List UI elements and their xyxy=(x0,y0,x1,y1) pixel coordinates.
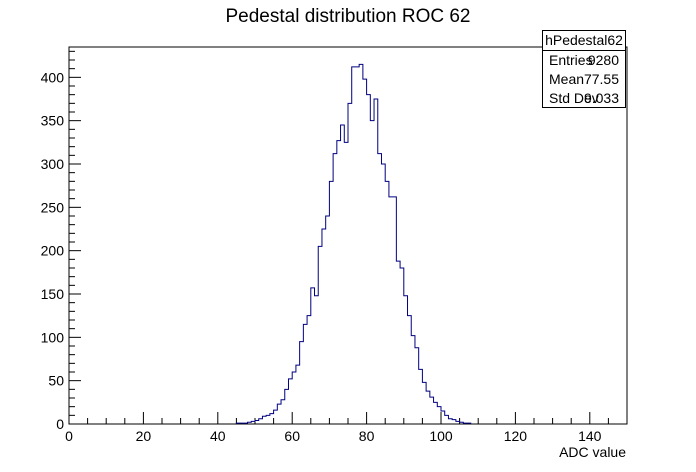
stats-entries-row: Entries 9280 xyxy=(543,51,625,70)
y-tick-label: 250 xyxy=(41,199,65,215)
stats-entries-value: 9280 xyxy=(587,52,619,68)
stats-stddev-label: Std Dev xyxy=(549,90,599,106)
x-tick-label: 80 xyxy=(359,428,375,444)
y-tick-label: 400 xyxy=(41,69,65,85)
y-tick-label: 0 xyxy=(56,416,64,432)
chart-title: Pedestal distribution ROC 62 xyxy=(225,6,471,27)
y-tick-label: 100 xyxy=(41,329,65,345)
x-tick-label: 120 xyxy=(504,428,528,444)
y-tick-label: 50 xyxy=(48,373,64,389)
stats-stddev-value: 9.033 xyxy=(583,90,619,106)
x-tick-label: 0 xyxy=(65,428,73,444)
x-tick-label: 40 xyxy=(210,428,226,444)
stats-histogram-name: hPedestal62 xyxy=(543,31,625,51)
stats-box: hPedestal62 Entries 9280 Mean 77.55 Std … xyxy=(542,30,626,108)
stats-stddev-row: Std Dev 9.033 xyxy=(543,89,625,108)
y-tick-label: 150 xyxy=(41,286,65,302)
x-tick-label: 60 xyxy=(284,428,300,444)
x-axis-label: ADC value xyxy=(559,444,626,460)
stats-mean-row: Mean 77.55 xyxy=(543,70,625,89)
y-tick-label: 200 xyxy=(41,243,65,259)
stats-mean-label: Mean xyxy=(549,71,585,87)
x-tick-label: 140 xyxy=(578,428,602,444)
x-tick-label: 100 xyxy=(429,428,453,444)
y-tick-label: 350 xyxy=(41,113,65,129)
stats-entries-label: Entries xyxy=(549,52,593,68)
x-tick-label: 20 xyxy=(136,428,152,444)
stats-mean-value: 77.55 xyxy=(583,71,619,87)
axes: 0 20 40 60 80 100 120 140 0 50 100 150 200 250 300 350 4… xyxy=(41,46,628,444)
y-tick-label: 300 xyxy=(41,156,65,172)
histogram-line xyxy=(235,63,472,424)
